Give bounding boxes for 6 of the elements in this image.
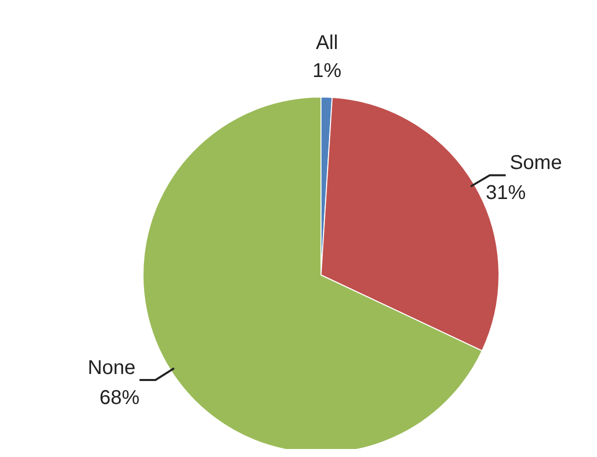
slice-label: All (316, 32, 338, 54)
slice-label: None (88, 357, 136, 380)
data-label: 1% (312, 60, 342, 82)
data-label: 68% (99, 387, 140, 410)
slice-label: Some (510, 152, 562, 174)
data-label: 31% (486, 182, 526, 204)
